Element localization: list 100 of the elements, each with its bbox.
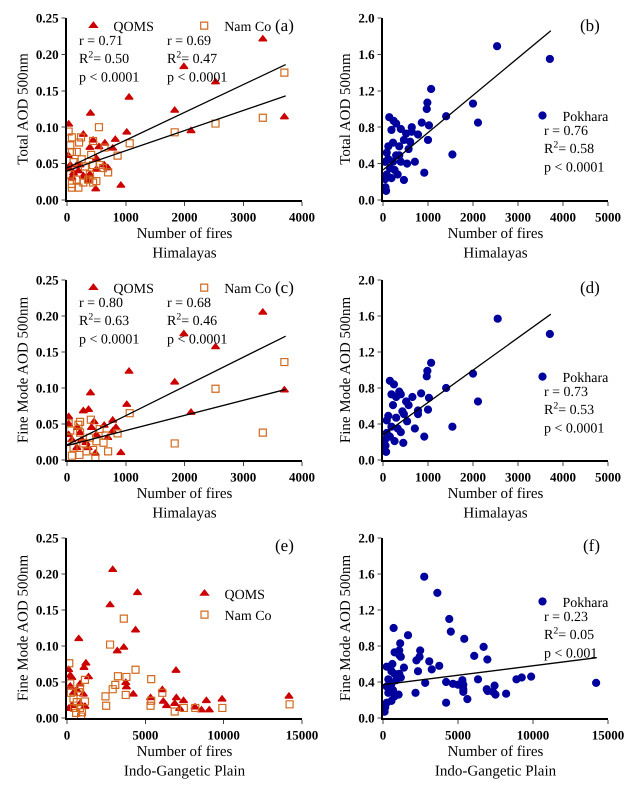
annotation: (b) [580, 16, 600, 35]
y-tick-label: 0.0 [358, 192, 375, 208]
y-tick-label: 0.4 [358, 156, 376, 172]
annotation: r = 0.80 R$^{2}$= 0.63 p < 0.0001 [79, 296, 140, 348]
y-axis-title: Fine Mode AOD 500nm [338, 296, 354, 444]
x-tick-label: 1000 [415, 209, 441, 224]
x-tick-label: 2000 [460, 469, 486, 484]
x-axis-title: Number of fires Himalayas [448, 486, 544, 522]
y-tick-label: 0.15 [36, 344, 60, 360]
annotation: r = 0.68 R$^{2}$= 0.46 p < 0.0001 [167, 296, 228, 348]
x-tick-label: 5000 [132, 727, 158, 742]
annotation: r = 0.23 R$^{2}$= 0.05 p < 0.001 [544, 610, 598, 662]
x-tick-label: 3000 [230, 469, 256, 484]
x-tick-label: 0 [64, 469, 70, 484]
x-tick-label: 2000 [460, 209, 486, 224]
legend-label: Nam Co [224, 609, 272, 624]
y-tick-label: 0.4 [358, 416, 376, 432]
y-tick-label: 0.25 [36, 272, 60, 288]
y-tick-label: 1.2 [358, 344, 375, 360]
x-tick-label: 4000 [550, 209, 576, 224]
y-tick-label: 0.20 [36, 566, 59, 582]
y-tick-label: 1.6 [358, 308, 376, 324]
legend-label: Pokhara [562, 110, 610, 125]
y-tick-label: 0.15 [36, 83, 60, 98]
legend-label: QOMS [113, 20, 154, 36]
y-tick-label: 0.0 [358, 452, 375, 468]
x-tick-label: 1000 [112, 469, 139, 484]
x-axis-title: Number of fires Indo-Gangetic Plain [434, 744, 557, 780]
legend-label: Pokhara [562, 596, 610, 611]
annotation: (e) [275, 536, 294, 555]
x-tick-label: 5000 [595, 469, 621, 484]
annotation: r = 0.73 R$^{2}$= 0.53 p < 0.0001 [544, 385, 604, 436]
y-tick-label: 0.0 [358, 710, 375, 726]
legend-label: QOMS [113, 282, 154, 298]
y-tick-label: 0.05 [36, 156, 60, 172]
y-tick-label: 0.00 [36, 710, 59, 726]
y-tick-label: 0.20 [36, 46, 59, 62]
y-axis-title: Fine Mode AOD 500nm [16, 554, 32, 702]
annotation: r = 0.71 R$^{2}$= 0.50 p < 0.0001 [79, 34, 140, 86]
y-tick-label: 1.6 [358, 566, 376, 582]
legend-label: QOMS [224, 588, 265, 603]
x-tick-label: 15000 [286, 727, 318, 742]
x-tick-label: 5000 [595, 209, 621, 224]
y-axis-title: Total AOD 500nm [338, 52, 354, 165]
y-tick-label: 0.00 [36, 192, 59, 208]
y-tick-label: 0.8 [358, 380, 376, 396]
annotation: (d) [580, 278, 600, 297]
x-tick-label: 0 [380, 469, 386, 484]
y-tick-label: 0.15 [36, 602, 60, 618]
y-tick-label: 0.8 [358, 638, 376, 654]
x-axis-title: Number of fires Himalayas [136, 486, 233, 522]
x-tick-label: 0 [64, 727, 70, 742]
x-tick-label: 3000 [505, 469, 531, 484]
annotation: r = 0.69 R$^{2}$= 0.47 p < 0.0001 [167, 34, 228, 86]
y-tick-label: 0.10 [36, 638, 59, 654]
x-tick-label: 2000 [172, 209, 198, 224]
x-tick-label: 1000 [112, 209, 139, 224]
x-tick-label: 2000 [172, 469, 198, 484]
y-tick-label: 1.2 [358, 602, 375, 618]
x-tick-label: 10000 [516, 727, 550, 742]
y-tick-label: 0.25 [36, 10, 60, 26]
x-tick-label: 3000 [505, 209, 531, 224]
x-tick-label: 0 [380, 727, 386, 742]
y-axis-title: Total AOD 500nm [16, 52, 32, 165]
x-tick-label: 1000 [415, 469, 441, 484]
y-tick-label: 1.6 [358, 46, 376, 62]
legend-label: Nam Co [224, 20, 272, 36]
annotation: (a) [275, 16, 294, 35]
x-axis-title: Number of fires Indo-Gangetic Plain [124, 744, 246, 780]
annotation: r = 0.76 R$^{2}$= 0.58 p < 0.0001 [544, 124, 604, 176]
y-tick-label: 2.0 [358, 530, 375, 546]
x-tick-label: 5000 [445, 727, 471, 742]
y-axis-title: Fine Mode AOD 500nm [338, 554, 354, 702]
y-tick-label: 2.0 [358, 272, 375, 288]
x-axis-title: Number of fires Himalayas [136, 226, 233, 262]
y-tick-label: 0.10 [36, 380, 59, 396]
y-tick-label: 0.10 [36, 120, 59, 135]
x-tick-label: 4000 [550, 469, 576, 484]
x-tick-label: 0 [380, 209, 386, 224]
y-tick-label: 1.2 [358, 83, 375, 98]
x-tick-label: 10000 [207, 727, 240, 742]
annotation: (c) [275, 278, 294, 297]
y-tick-label: 0.25 [36, 530, 60, 546]
annotation: (f) [583, 536, 600, 555]
y-tick-label: 0.8 [358, 120, 376, 135]
x-tick-label: 4000 [289, 209, 315, 224]
x-tick-label: 4000 [289, 469, 315, 484]
y-tick-label: 0.00 [36, 452, 59, 468]
y-tick-label: 2.0 [358, 10, 375, 26]
x-tick-label: 15000 [592, 727, 624, 742]
legend-label: Pokhara [562, 371, 610, 386]
y-tick-label: 0.05 [36, 416, 60, 432]
x-tick-label: 3000 [230, 209, 256, 224]
y-axis-title: Fine Mode AOD 500nm [16, 296, 32, 444]
x-axis-title: Number of fires Himalayas [448, 226, 544, 262]
x-tick-label: 0 [64, 209, 70, 224]
y-tick-label: 0.4 [358, 674, 376, 690]
y-tick-label: 0.20 [36, 308, 59, 324]
y-tick-label: 0.05 [36, 674, 60, 690]
legend-label: Nam Co [224, 282, 272, 298]
